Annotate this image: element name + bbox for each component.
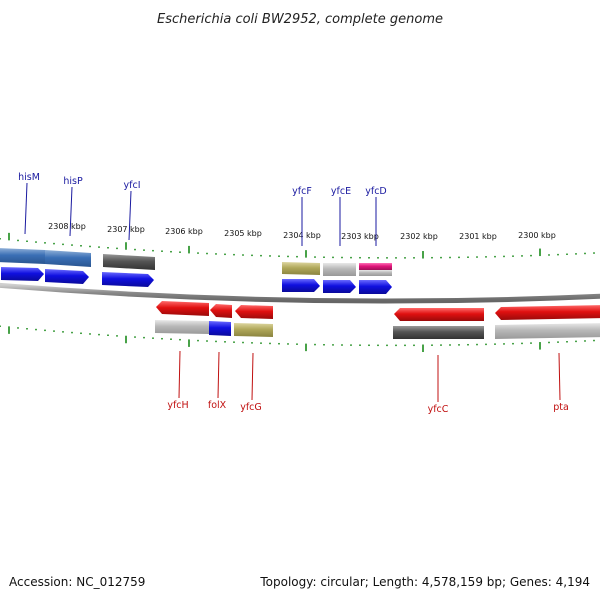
gene-arrow [495, 305, 600, 320]
gene-arrow [156, 301, 209, 316]
label-leader-line [178, 350, 181, 399]
scale-label: 2302 kbp [400, 232, 438, 241]
gene-arrow [45, 269, 89, 284]
scale-label: 2301 kbp [459, 232, 497, 241]
label-leader-line [251, 352, 254, 401]
gene-arrow [394, 308, 484, 321]
forward-cog-blocks [0, 248, 392, 276]
gene-block [282, 262, 320, 275]
label-leader-line [128, 190, 132, 241]
accession-text: Accession: NC_012759 [9, 575, 145, 589]
label-leader-line [558, 352, 561, 401]
gene-block [359, 270, 392, 276]
gene-label-yfcH[interactable]: yfcH [167, 400, 188, 411]
forward-gene-labels: hisM hisP yfcI yfcF yfcE yfcD [18, 172, 387, 246]
scale-label: 2307 kbp [107, 225, 145, 234]
scale-label: 2308 kbp [48, 222, 86, 231]
gene-arrow [1, 267, 44, 281]
gene-label-yfcC[interactable]: yfcC [428, 404, 449, 415]
gene-label-pta[interactable]: pta [553, 402, 569, 413]
gene-label-yfcG[interactable]: yfcG [240, 402, 262, 413]
reverse-strand-genes [156, 301, 600, 321]
gene-block [45, 250, 91, 267]
gene-block [103, 254, 155, 270]
scale-label: 2300 kbp [518, 231, 556, 240]
scale-label: 2306 kbp [165, 227, 203, 236]
gene-block [209, 321, 231, 336]
gene-label-yfcF[interactable]: yfcF [292, 186, 312, 197]
gene-block [0, 248, 45, 264]
gene-arrow [282, 279, 320, 292]
gene-arrow [235, 305, 273, 319]
genome-summary-text: Topology: circular; Length: 4,578,159 bp… [259, 575, 590, 589]
genome-backbone [0, 282, 600, 304]
inner-scale-ticks [0, 325, 595, 353]
label-leader-line [24, 182, 28, 235]
reverse-gene-labels: yfcH folX yfcG yfcC pta [167, 350, 569, 415]
gene-block [234, 323, 273, 337]
gene-label-hisP[interactable]: hisP [63, 176, 83, 187]
gene-arrow [102, 272, 154, 287]
gene-label-yfcI[interactable]: yfcI [124, 180, 141, 191]
gene-block [359, 263, 392, 270]
gene-label-hisM[interactable]: hisM [18, 172, 40, 183]
map-title: Escherichia coli BW2952, complete genome [157, 12, 443, 27]
gene-label-yfcD[interactable]: yfcD [365, 186, 387, 197]
forward-strand-genes [1, 267, 392, 294]
scale-label: 2305 kbp [224, 229, 262, 238]
gene-block [393, 326, 484, 339]
outer-scale-ticks [0, 232, 595, 259]
gene-block [323, 263, 356, 276]
reverse-cog-blocks [155, 320, 600, 339]
label-leader-line [217, 351, 220, 399]
scale-label: 2303 kbp [341, 232, 379, 241]
gene-arrow [359, 280, 392, 294]
gene-block [495, 323, 600, 339]
gene-arrow [323, 280, 356, 293]
gene-label-folX[interactable]: folX [208, 400, 227, 411]
gene-label-yfcE[interactable]: yfcE [331, 186, 351, 197]
gene-arrow [210, 304, 232, 318]
label-leader-line [69, 186, 73, 237]
gene-block [155, 320, 209, 334]
